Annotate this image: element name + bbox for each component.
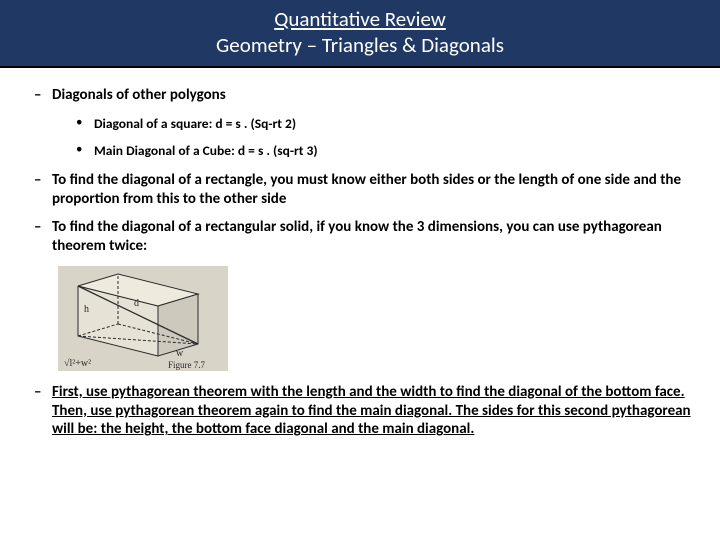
point-text: To find the diagonal of a rectangle, you… [52,171,692,209]
label-w: w [176,348,184,359]
slide-header: Quantitative Review Geometry – Triangles… [0,0,720,68]
slide-content: – Diagonals of other polygons • Diagonal… [0,68,720,439]
bullet-square: • Diagonal of a square: d = s . (Sq-rt 2… [76,115,692,132]
point-rectangle: – To find the diagonal of a rectangle, y… [28,171,692,209]
point-diagonals-polygons: – Diagonals of other polygons [28,86,692,105]
label-expr: √l²+w² [64,358,91,369]
dash-marker: – [28,218,52,236]
bullet-marker: • [76,142,94,157]
bullet-cube: • Main Diagonal of a Cube: d = s . (sq-r… [76,142,692,159]
label-h: h [84,304,89,315]
bullet-text: Main Diagonal of a Cube: d = s . (sq-rt … [94,142,318,159]
dash-marker: – [28,86,52,104]
label-figure-caption: Figure 7.7 [168,360,205,370]
cube-figure: h d w √l²+w² Figure 7.7 [58,266,692,371]
point-text: Diagonals of other polygons [52,86,226,105]
bullet-group: • Diagonal of a square: d = s . (Sq-rt 2… [28,115,692,159]
point-final: – First, use pythagorean theorem with th… [28,383,692,439]
cube-svg: h d w √l²+w² Figure 7.7 [58,266,228,371]
header-line-1: Quantitative Review [0,6,720,32]
dash-marker: – [28,171,52,189]
label-d: d [134,298,139,309]
point-text: To find the diagonal of a rectangular so… [52,218,692,256]
dash-marker: – [28,383,52,401]
bullet-marker: • [76,115,94,130]
point-solid: – To find the diagonal of a rectangular … [28,218,692,256]
point-text: First, use pythagorean theorem with the … [52,383,692,439]
header-line-2: Geometry – Triangles & Diagonals [0,32,720,58]
bullet-text: Diagonal of a square: d = s . (Sq-rt 2) [94,115,296,132]
